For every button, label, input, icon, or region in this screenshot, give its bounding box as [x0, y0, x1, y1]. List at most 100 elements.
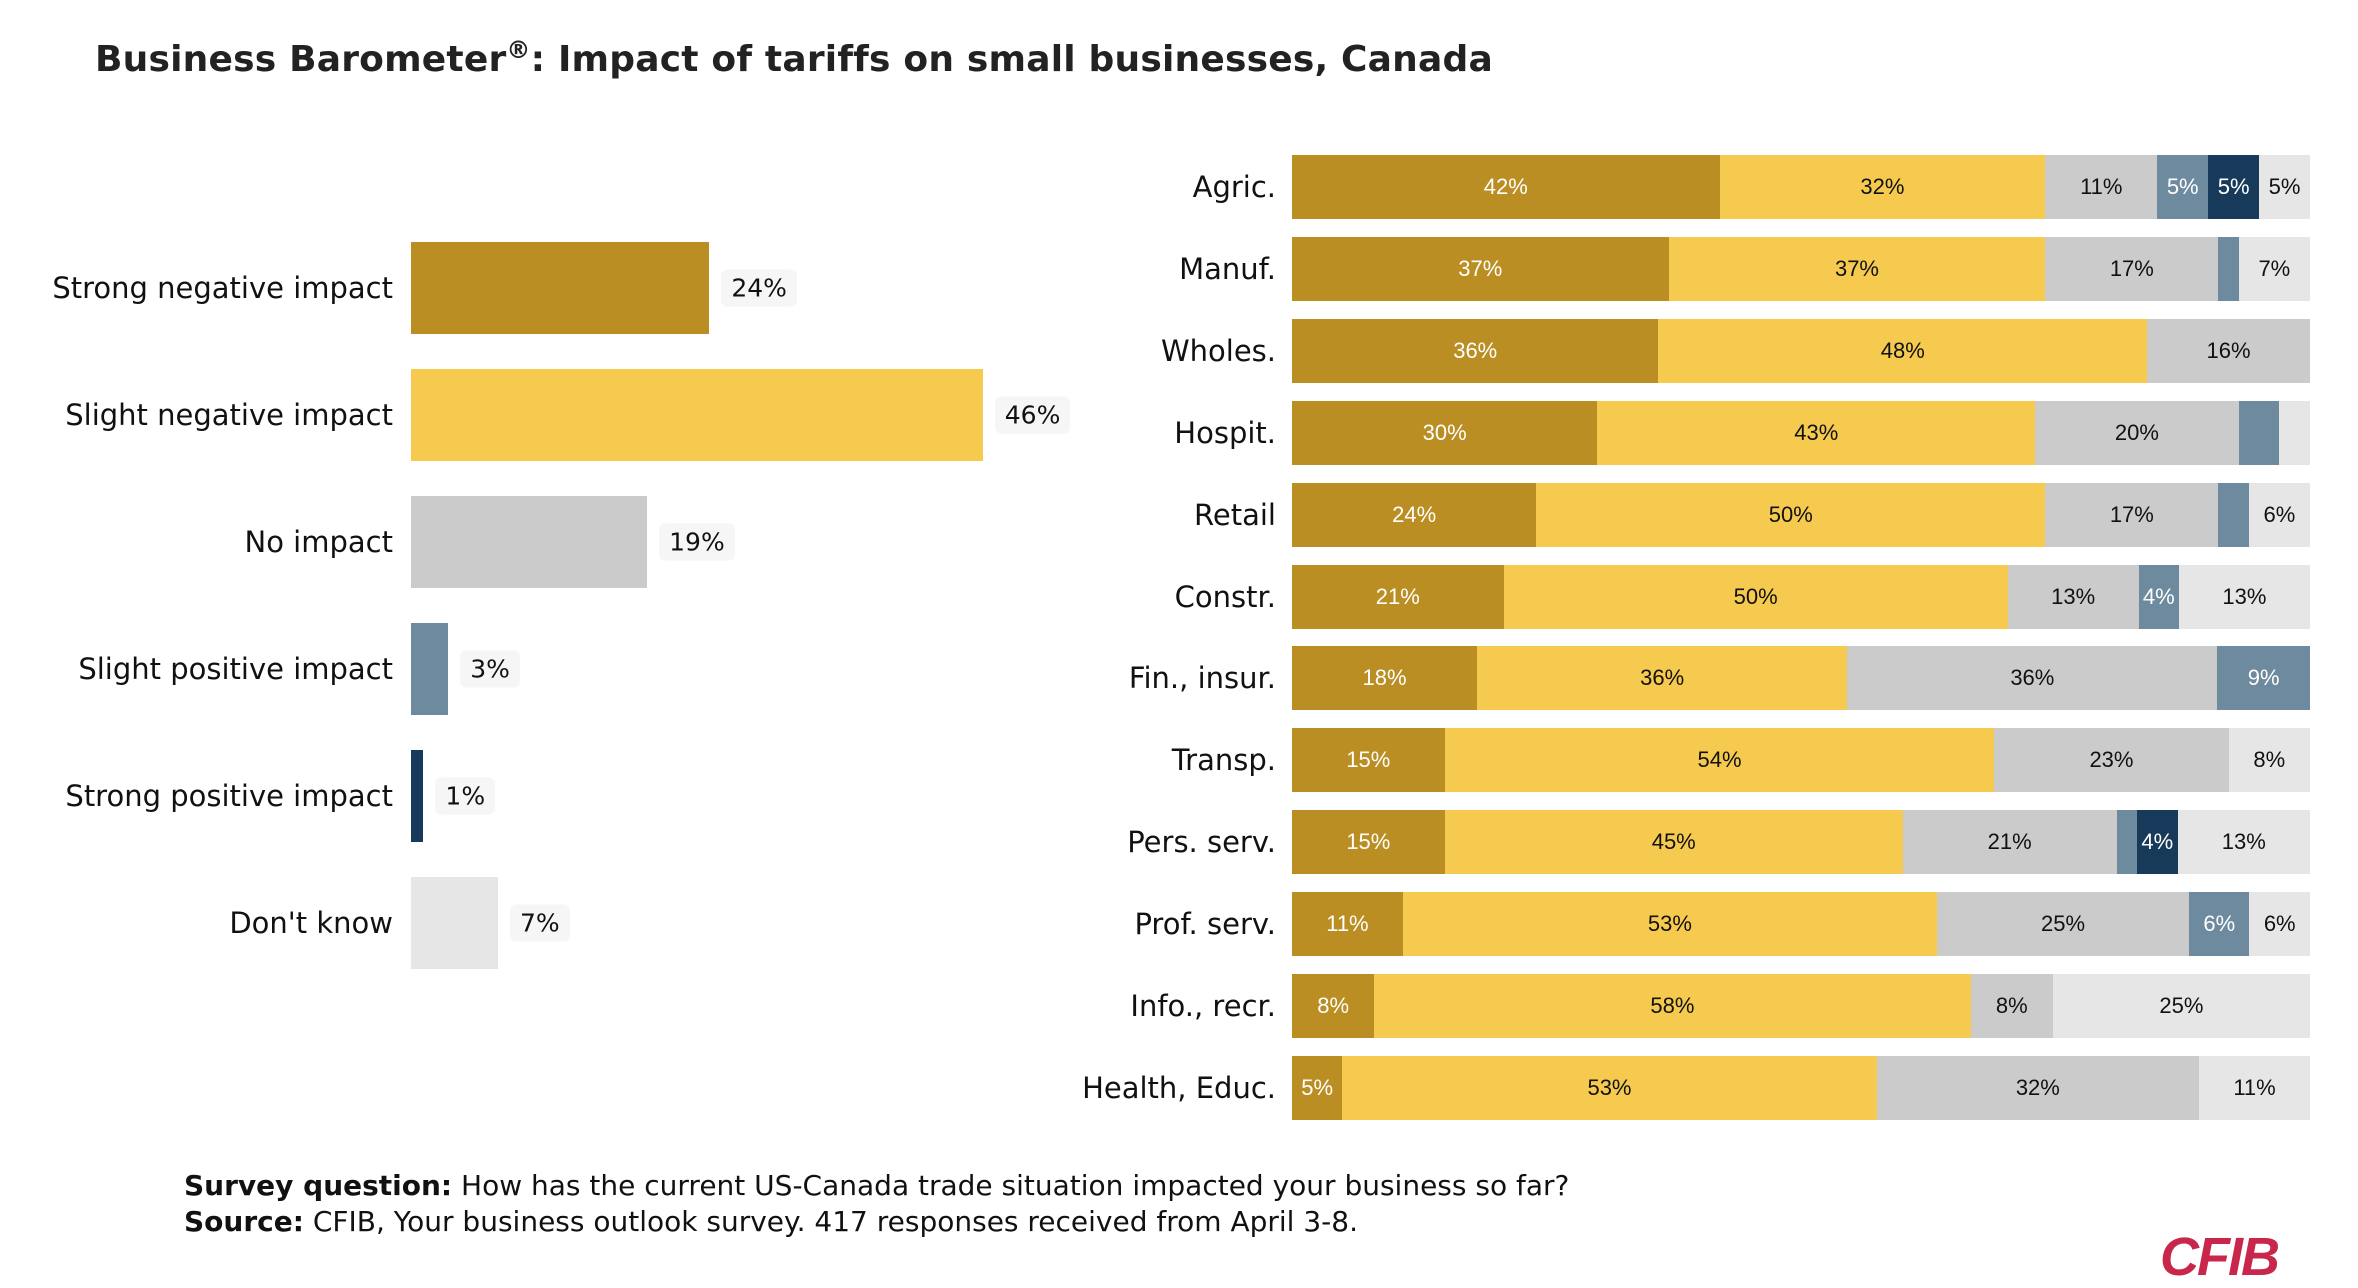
stacked-bar: 36% 48% 16% — [1292, 318, 2310, 383]
bar-segment: 50% — [1503, 564, 2008, 629]
bar-segment: 32% — [1719, 155, 2046, 219]
survey-question: Survey question: How has the current US-… — [184, 1169, 1570, 1202]
data-label: 7% — [510, 904, 570, 942]
bar-segment: 25% — [1937, 892, 2190, 957]
bar-segment — [2279, 400, 2310, 465]
sector-label: Manuf. — [1179, 251, 1276, 286]
bar-segment: 18% — [1292, 646, 1478, 711]
bar-segment: 5% — [2208, 155, 2260, 219]
bar-segment: 43% — [1597, 400, 2036, 465]
bar-segment — [2218, 236, 2239, 301]
sector-label: Pers. serv. — [1127, 825, 1276, 860]
data-label: 3% — [460, 650, 520, 688]
data-label: 19% — [659, 523, 735, 561]
footer-notes: Survey question: How has the current US-… — [184, 1168, 1569, 1240]
bar-segment: 6% — [2248, 482, 2310, 547]
bar-segment: 17% — [2045, 236, 2219, 301]
bar-segment: 37% — [1292, 236, 1669, 301]
stacked-bar: 11% 53% 25% 6% 6% — [1292, 892, 2310, 957]
bar — [411, 369, 983, 461]
bar-segment: 13% — [2178, 564, 2310, 629]
bar-segment: 13% — [2007, 564, 2139, 629]
category-label: Strong negative impact — [52, 271, 393, 305]
sector-label: Fin., insur. — [1128, 661, 1276, 696]
bar-segment: 45% — [1444, 810, 1903, 875]
stacked-bar: 21% 50% 13% 4% 13% — [1292, 564, 2310, 629]
data-label: 1% — [435, 777, 496, 815]
bar-segment: 48% — [1658, 318, 2148, 383]
bar-segment: 25% — [2052, 974, 2310, 1038]
category-label: Strong positive impact — [65, 779, 393, 813]
bar-segment: 21% — [1292, 564, 1504, 629]
bar-segment: 53% — [1342, 1055, 1877, 1120]
category-label: Slight negative impact — [65, 398, 393, 432]
bar-segment: 11% — [2199, 1055, 2310, 1120]
bar-segment — [2116, 810, 2137, 875]
bar-segment: 9% — [2217, 646, 2310, 711]
bar-segment: 42% — [1292, 155, 1720, 219]
stacked-bar: 8% 58% 8% 25% — [1292, 974, 2310, 1038]
bar-segment: 58% — [1374, 974, 1971, 1038]
bar — [411, 877, 498, 969]
bar-segment: 36% — [1477, 646, 1848, 711]
sector-label: Transp. — [1171, 743, 1276, 778]
bar — [411, 242, 710, 334]
bar-segment: 8% — [1970, 974, 2053, 1038]
bar-segment: 5% — [1292, 1055, 1343, 1120]
sector-label: Health, Educ. — [1082, 1070, 1276, 1105]
bar-segment: 20% — [2035, 400, 2239, 465]
bar-segment: 16% — [2147, 318, 2310, 383]
stacked-bar: 24% 50% 17% 6% — [1292, 482, 2310, 547]
stacked-bar: 42% 32% 11% 5% 5% 5% — [1292, 155, 2310, 219]
bar-segment: 13% — [2177, 810, 2310, 875]
bar-segment: 30% — [1292, 400, 1598, 465]
bar-segment: 6% — [2189, 892, 2250, 957]
bar-segment: 36% — [1847, 646, 2218, 711]
bar-segment: 5% — [2259, 155, 2310, 219]
source-note: Source: CFIB, Your business outlook surv… — [184, 1205, 1358, 1238]
data-label: 24% — [721, 269, 797, 307]
sector-label: Agric. — [1192, 170, 1276, 204]
stacked-bar: 15% 54% 23% 8% — [1292, 728, 2310, 793]
sector-label: Wholes. — [1160, 333, 1276, 368]
bar-segment: 15% — [1292, 810, 1445, 875]
bar-segment: 53% — [1402, 892, 1938, 957]
bar-segment: 15% — [1292, 728, 1445, 793]
category-label: Slight positive impact — [78, 652, 393, 686]
bar-segment: 54% — [1444, 728, 1995, 793]
bar-segment — [2218, 482, 2249, 547]
bar-segment: 24% — [1292, 482, 1537, 547]
cfib-logo: CFIB — [2160, 1227, 2280, 1287]
bar-segment: 21% — [1902, 810, 2117, 875]
bar — [411, 623, 449, 715]
bar-segment: 4% — [2138, 564, 2179, 629]
sector-label: Info., recr. — [1130, 989, 1276, 1023]
bar-segment: 36% — [1292, 318, 1659, 383]
stacked-bar: 37% 37% 17% 7% — [1292, 236, 2310, 301]
bar-segment — [2238, 400, 2280, 465]
sector-label: Hospit. — [1174, 415, 1276, 450]
bar-segment: 32% — [1876, 1055, 2200, 1120]
bar — [411, 750, 424, 842]
bar-segment: 4% — [2136, 810, 2178, 875]
bar-segment: 11% — [1292, 892, 1403, 957]
data-label: 46% — [994, 396, 1071, 434]
sector-label: Constr. — [1174, 579, 1276, 614]
chart-title: Business Barometer®: Impact of tariffs o… — [95, 36, 1493, 80]
bar-segment: 37% — [1668, 236, 2046, 301]
stacked-bar: 18% 36% 36% 9% — [1292, 646, 2310, 711]
bar — [411, 496, 648, 588]
stacked-bar: 30% 43% 20% — [1292, 400, 2310, 465]
category-label: Don't know — [229, 906, 393, 940]
stacked-bar: 5% 53% 32% 11% — [1292, 1055, 2310, 1120]
category-label: No impact — [244, 525, 393, 559]
bar-segment: 5% — [2157, 155, 2209, 219]
bar-segment: 8% — [1292, 974, 1375, 1038]
sector-label: Prof. serv. — [1134, 907, 1276, 942]
bar-segment: 6% — [2249, 892, 2310, 957]
bar-segment: 50% — [1536, 482, 2046, 547]
bar-segment: 23% — [1994, 728, 2229, 793]
bar-segment: 11% — [2045, 155, 2158, 219]
bar-segment: 7% — [2238, 236, 2310, 301]
stacked-bar: 15% 45% 21% 4% 13% — [1292, 810, 2310, 875]
